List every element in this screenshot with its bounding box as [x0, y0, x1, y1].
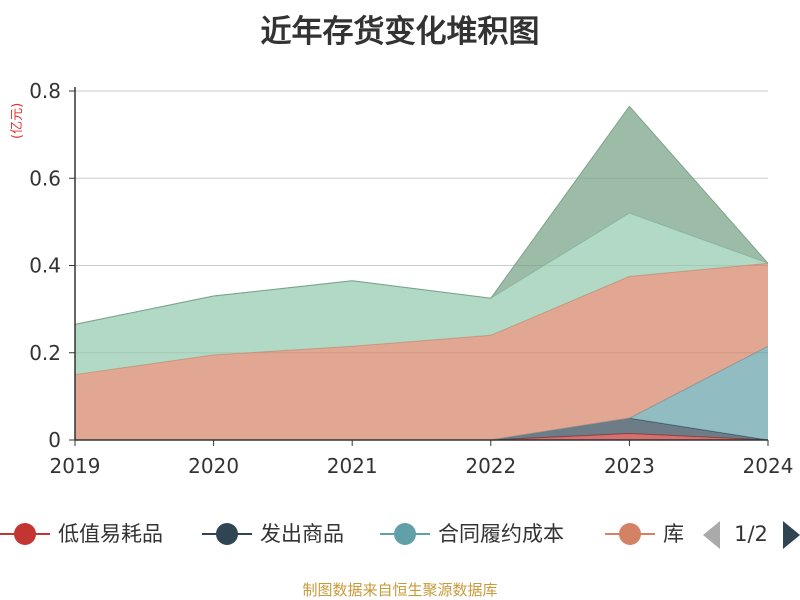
- legend-page-indicator: 1/2: [734, 522, 768, 546]
- x-tick-label: 2020: [188, 454, 239, 478]
- area-series-3: [75, 263, 768, 440]
- legend-label: 库: [663, 522, 684, 546]
- x-tick-label: 2019: [50, 454, 101, 478]
- legend-item[interactable]: 库: [605, 522, 684, 546]
- legend-marker: [394, 523, 416, 545]
- legend-marker: [14, 523, 36, 545]
- legend-item[interactable]: 发出商品: [202, 522, 344, 546]
- legend[interactable]: 低值易耗品 发出商品 合同履约成本 库 1/2: [0, 521, 800, 549]
- legend-label: 低值易耗品: [58, 522, 163, 546]
- area-series-5: [75, 106, 768, 325]
- legend-label: 合同履约成本: [438, 522, 564, 546]
- legend-marker: [619, 523, 641, 545]
- area-series-4: [75, 213, 768, 375]
- legend-item[interactable]: 低值易耗品: [0, 522, 163, 546]
- area-series-1: [75, 418, 768, 440]
- y-tick-label: 0: [48, 428, 61, 452]
- y-tick-label: 0.6: [29, 166, 61, 190]
- chart-title: 近年存货变化堆积图: [260, 14, 540, 50]
- axes: 0 0.2 0.4 0.6 0.8 2019 2020 2021 2022 2023 2024: [29, 79, 793, 478]
- area-line-5: [74, 105, 769, 325]
- x-tick-label: 2021: [327, 454, 378, 478]
- area-series: [74, 105, 769, 441]
- area-series-0: [75, 433, 768, 440]
- y-tick-label: 0.4: [29, 254, 61, 278]
- x-tick-label: 2023: [604, 454, 655, 478]
- y-tick-label: 0.2: [29, 341, 61, 365]
- legend-prev-icon[interactable]: [703, 521, 720, 549]
- y-tick-label: 0.8: [29, 79, 61, 103]
- legend-marker: [216, 523, 238, 545]
- legend-label: 发出商品: [260, 522, 344, 546]
- x-tick-label: 2022: [465, 454, 516, 478]
- x-tick-label: 2024: [743, 454, 794, 478]
- legend-next-icon[interactable]: [783, 521, 800, 549]
- source-note: 制图数据来自恒生聚源数据库: [302, 581, 498, 599]
- legend-item[interactable]: 合同履约成本: [380, 522, 564, 546]
